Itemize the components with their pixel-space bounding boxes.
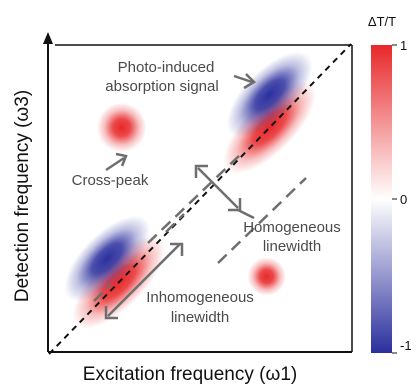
peak-positive-5 (247, 257, 286, 296)
y-axis-arrow-icon (43, 32, 53, 44)
homogeneous-label-line1: Homogeneous (243, 219, 341, 236)
colorbar-ticks: 1 0 -1 (392, 38, 412, 354)
cross-peak-pointer-head (115, 152, 128, 167)
annotation-guides (93, 73, 307, 320)
y-axis-label: Detection frequency (ω3) (12, 90, 33, 302)
inhomogeneous-lower-guide (93, 284, 111, 302)
photo-induced-label-line1: Photo-induced (118, 59, 215, 76)
photo-induced-pointer-head (243, 73, 257, 90)
cross-peak-label: Cross-peak (72, 172, 149, 189)
peak-negative-1 (64, 215, 150, 302)
inhomogeneous-arrow (107, 243, 181, 317)
x-axis-label: Excitation frequency (ω1) (83, 364, 297, 385)
colorbar-tick-label-0: 1 (400, 38, 407, 53)
inhomogeneous-label-line1: Inhomogeneous (146, 289, 254, 306)
plot-frame (43, 32, 353, 353)
inhomogeneous-arrow-head-1 (104, 306, 118, 320)
homogeneous-lower-guide (217, 177, 307, 264)
homogeneous-upper-guide (147, 152, 243, 244)
peak-positive-4 (96, 102, 147, 153)
homogeneous-label-line2: linewidth (263, 238, 321, 255)
colorbar: ΔT/T 1 0 -1 (368, 14, 412, 354)
photo-induced-pointer (233, 74, 253, 84)
colorbar-gradient (371, 45, 392, 353)
inhomogeneous-upper-guide (165, 213, 185, 233)
peak-negative-3 (226, 51, 313, 138)
photo-induced-label-line2: absorption signal (105, 78, 218, 95)
colorbar-tick-label-2: -1 (400, 338, 412, 353)
cross-peak-pointer (105, 156, 125, 172)
inhomogeneous-arrow-head-2 (170, 242, 184, 256)
colorbar-title: ΔT/T (368, 14, 396, 29)
homogeneous-arrow (197, 167, 239, 209)
homogeneous-arrow-head-1 (194, 164, 208, 178)
colorbar-tick-label-1: 0 (400, 192, 407, 207)
inhomogeneous-label-line2: linewidth (171, 309, 229, 326)
homogeneous-callout (237, 208, 255, 220)
